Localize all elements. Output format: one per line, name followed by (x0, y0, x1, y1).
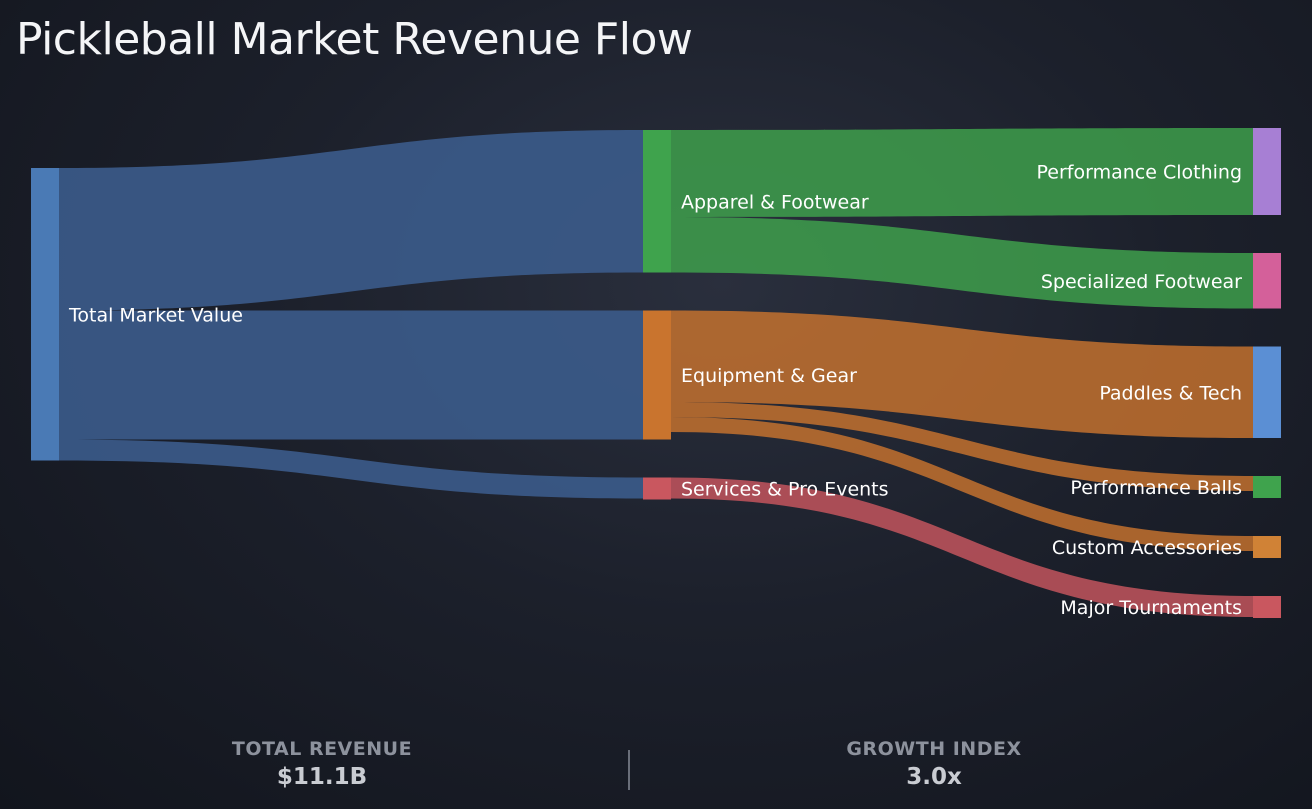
link-services-to-tournaments (671, 477, 1253, 617)
growth-index-stat: GROWTH INDEX 3.0x (754, 738, 1114, 790)
label-services-pro-events: Services & Pro Events (681, 479, 889, 501)
sankey-chart: Total Market Value Apparel & Footwear Equi… (31, 128, 1281, 620)
sankey-nodes (31, 128, 1281, 618)
label-total-market-value: Total Market Value (68, 304, 243, 326)
link-equipment-to-balls (671, 402, 1253, 491)
link-total-to-apparel (59, 130, 643, 311)
node-paddles-tech (1253, 346, 1281, 438)
sankey-links (59, 128, 1253, 617)
growth-index-value: 3.0x (906, 764, 962, 790)
link-apparel-to-footwear (671, 217, 1253, 309)
summary-footer: TOTAL REVENUE $11.1B GROWTH INDEX 3.0x (0, 728, 1312, 809)
growth-index-label: GROWTH INDEX (846, 738, 1022, 760)
label-performance-balls: Performance Balls (1070, 477, 1242, 499)
link-apparel-to-clothing (671, 128, 1253, 217)
node-services-pro-events (643, 477, 671, 500)
total-revenue-label: TOTAL REVENUE (231, 738, 413, 760)
node-performance-clothing (1253, 128, 1281, 215)
node-specialized-footwear (1253, 253, 1281, 309)
node-total-market-value (31, 168, 59, 461)
label-paddles-tech: Paddles & Tech (1099, 382, 1242, 404)
label-major-tournaments: Major Tournaments (1060, 597, 1242, 619)
node-custom-accessories (1253, 536, 1281, 558)
footer-divider (628, 750, 630, 790)
chart-title: Pickleball Market Revenue Flow (16, 14, 693, 65)
label-apparel-footwear: Apparel & Footwear (681, 191, 869, 213)
node-apparel-footwear (643, 130, 671, 273)
link-equipment-to-accessories (671, 417, 1253, 551)
node-performance-balls (1253, 476, 1281, 498)
link-total-to-services (59, 439, 643, 499)
node-equipment-gear (643, 310, 671, 440)
sankey-labels: Total Market Value Apparel & Footwear Equi… (68, 162, 1242, 620)
label-specialized-footwear: Specialized Footwear (1041, 271, 1242, 293)
node-major-tournaments (1253, 596, 1281, 618)
total-revenue-stat: TOTAL REVENUE $11.1B (142, 738, 502, 790)
label-equipment-gear: Equipment & Gear (681, 365, 857, 387)
label-performance-clothing: Performance Clothing (1037, 162, 1242, 184)
link-total-to-equipment (59, 310, 643, 440)
total-revenue-value: $11.1B (276, 764, 368, 790)
link-equipment-to-paddles (671, 310, 1253, 438)
label-custom-accessories: Custom Accessories (1052, 537, 1242, 559)
